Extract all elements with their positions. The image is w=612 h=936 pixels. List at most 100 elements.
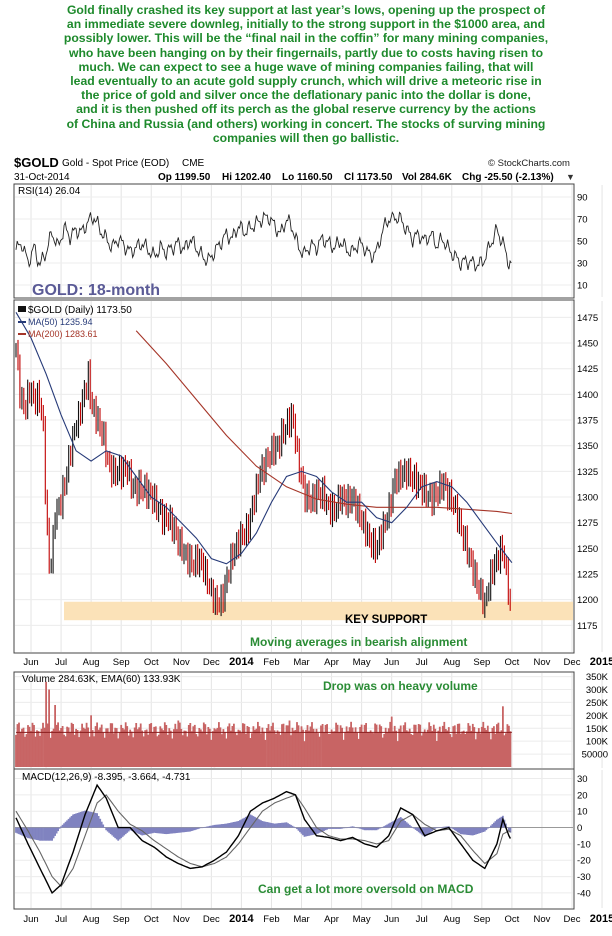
volume-bar <box>168 728 171 767</box>
macd-histogram-bar <box>306 827 309 837</box>
macd-histogram-bar <box>329 827 331 829</box>
macd-histogram-bar <box>266 822 268 828</box>
macd-histogram-bar <box>174 827 177 834</box>
volume-bar <box>428 722 431 767</box>
volume-bar <box>94 726 97 767</box>
macd-histogram-bar <box>222 824 225 828</box>
macd-histogram-bar <box>18 827 20 835</box>
macd-histogram-bar <box>384 825 387 828</box>
volume-bar <box>320 725 322 767</box>
macd-line <box>15 783 512 895</box>
chart-title: GOLD: 18-month <box>32 282 160 299</box>
rsi-tick-label: 90 <box>577 193 588 204</box>
volume-bar <box>76 730 79 767</box>
volume-bar <box>103 737 106 767</box>
volume-bar <box>453 725 456 767</box>
macd-histogram-bar <box>309 827 312 836</box>
macd-histogram-bar <box>123 827 126 836</box>
volume-bar <box>212 731 214 767</box>
volume-bar <box>279 734 282 767</box>
volume-bar <box>264 739 267 767</box>
macd-histogram-bar <box>464 827 467 835</box>
macd-histogram-bar <box>219 824 222 828</box>
volume-bar <box>333 731 336 767</box>
macd-histogram-bar <box>425 827 428 836</box>
volume-bar <box>70 722 73 767</box>
macd-histogram-bar <box>136 827 139 834</box>
volume-bar <box>215 729 217 767</box>
macd-histogram-bar <box>212 825 214 828</box>
volume-bar <box>230 730 232 767</box>
macd-histogram-bar <box>362 827 364 830</box>
macd-histogram-bar <box>330 827 333 829</box>
volume-label: Volume 284.63K, EMA(60) 133.93K <box>22 674 181 685</box>
volume-bar <box>157 734 160 767</box>
volume-bar <box>362 732 364 767</box>
macd-histogram-bar <box>181 827 184 833</box>
rsi-tick-label: 10 <box>577 281 588 292</box>
macd-histogram-bar <box>323 827 325 831</box>
price-tick-label: 1375 <box>577 416 598 427</box>
price-tick-label: 1325 <box>577 467 598 478</box>
macd-histogram-bar <box>434 827 437 829</box>
volume-bar <box>300 726 303 767</box>
legend-swatch-gold <box>18 306 26 312</box>
x-tick-label: May <box>353 657 371 668</box>
macd-histogram-bar <box>488 827 491 828</box>
macd-histogram-bar <box>192 827 195 831</box>
macd-histogram-bar <box>458 827 461 834</box>
macd-histogram-bar <box>183 827 186 833</box>
rsi-tick-label: 30 <box>577 259 588 270</box>
macd-histogram-bar <box>342 827 345 829</box>
macd-histogram-bar <box>204 826 207 828</box>
macd-histogram-bar <box>168 827 171 834</box>
macd-histogram-bar <box>321 827 324 832</box>
macd-histogram-bar <box>60 826 62 828</box>
down-arrow-icon: ▼ <box>566 172 575 182</box>
macd-histogram-bar <box>290 824 292 828</box>
macd-histogram-bar <box>401 818 404 828</box>
x-tick-label: Aug <box>83 657 100 668</box>
macd-histogram-bar <box>132 827 135 832</box>
macd-histogram-bar <box>63 823 65 828</box>
volume-bar <box>483 728 486 767</box>
volume-bar <box>366 731 369 767</box>
macd-histogram-bar <box>54 827 56 836</box>
volume-bar <box>351 727 354 767</box>
x-tick-label: Oct <box>505 914 520 925</box>
macd-histogram-bar <box>199 827 202 829</box>
macd-histogram-bar <box>422 827 425 836</box>
volume-bar <box>148 723 151 767</box>
macd-histogram-bar <box>389 822 392 828</box>
macd-histogram-bar <box>438 827 441 828</box>
macd-histogram-bar <box>30 827 32 839</box>
volume-bar <box>255 728 258 767</box>
x-tick-label: 2014 <box>229 656 254 668</box>
macd-histogram-bar <box>368 827 370 831</box>
volume-bar <box>117 738 120 767</box>
volume-bar <box>21 728 23 767</box>
macd-histogram-bar <box>428 827 431 834</box>
macd-histogram-bar <box>233 822 235 828</box>
macd-histogram-bar <box>296 827 298 830</box>
price-tick-label: 1450 <box>577 339 598 350</box>
volume-bar <box>486 725 489 767</box>
macd-histogram-bar <box>207 826 210 828</box>
price-tick-label: 1425 <box>577 364 598 375</box>
volume-bar <box>447 727 450 767</box>
volume-bar <box>90 715 92 767</box>
macd-histogram-bar <box>393 820 396 828</box>
volume-bar <box>306 725 309 767</box>
x-tick-label: Sep <box>473 657 490 668</box>
price-tick-label: 1400 <box>577 390 598 401</box>
macd-histogram-bar <box>27 827 29 839</box>
volume-bar <box>195 734 198 767</box>
volume-bar <box>258 726 261 767</box>
macd-histogram-bar <box>345 827 348 829</box>
volume-bar <box>33 725 35 767</box>
macd-histogram-bar <box>413 827 416 829</box>
x-tick-label: Dec <box>203 914 220 925</box>
x-tick-label: 2014 <box>229 913 254 925</box>
volume-bar <box>243 723 246 767</box>
volume-bar <box>51 730 53 767</box>
